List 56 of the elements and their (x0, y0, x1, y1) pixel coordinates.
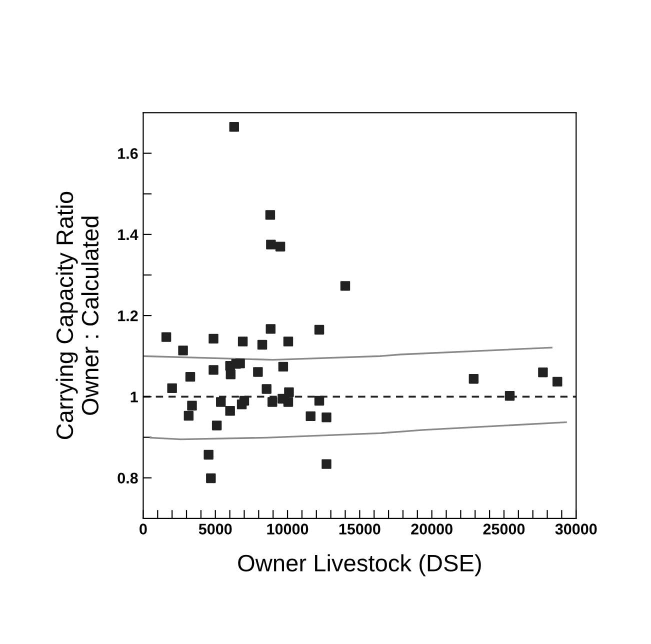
line-series (143, 346, 552, 361)
point (262, 384, 272, 394)
point (283, 336, 294, 346)
point (552, 376, 562, 387)
point (225, 406, 235, 416)
point (314, 324, 324, 335)
point (238, 336, 248, 346)
x-tick-label: 20000 (411, 524, 452, 535)
line-series (150, 421, 567, 440)
point (314, 396, 324, 406)
point (275, 242, 286, 252)
point (206, 473, 216, 484)
point (322, 459, 332, 469)
point (283, 397, 294, 407)
point (187, 400, 197, 410)
point (340, 281, 350, 291)
point (216, 397, 226, 407)
point (226, 370, 236, 380)
point (239, 396, 250, 406)
x-tick-label: 15000 (339, 524, 380, 535)
point (167, 383, 177, 394)
x-axis-title: Owner Livestock (DSE) (238, 554, 481, 576)
y-axis-title: Carrying Capacity Ratio Owner : Calculated (56, 192, 99, 440)
point (229, 122, 239, 132)
point (185, 372, 196, 382)
point (212, 420, 222, 430)
point (178, 346, 188, 356)
y-tick-label: 1.4 (118, 229, 138, 240)
point (306, 411, 316, 422)
point (266, 240, 276, 250)
point (268, 397, 278, 407)
point (504, 391, 515, 401)
y-tick-label: 0.8 (118, 472, 138, 484)
point (266, 324, 276, 334)
point (253, 367, 263, 377)
point (208, 365, 218, 375)
point (538, 368, 548, 378)
y-tick-label: 1 (130, 392, 138, 402)
x-tick-label: 10000 (267, 524, 308, 535)
point (278, 362, 288, 372)
point (322, 412, 332, 422)
point (204, 450, 214, 460)
point (208, 334, 218, 344)
point (257, 340, 268, 350)
point (265, 210, 276, 220)
x-tick-label: 5000 (198, 524, 232, 535)
point (468, 374, 479, 384)
x-tick-label: 0 (140, 524, 147, 535)
point (235, 358, 245, 368)
x-tick-label: 25000 (483, 524, 525, 535)
point (184, 410, 194, 421)
y-tick-label: 1.6 (118, 148, 138, 159)
point (284, 387, 294, 398)
point (161, 332, 172, 342)
y-tick-label: 1.2 (118, 310, 138, 322)
x-tick-label: 30000 (555, 524, 597, 535)
